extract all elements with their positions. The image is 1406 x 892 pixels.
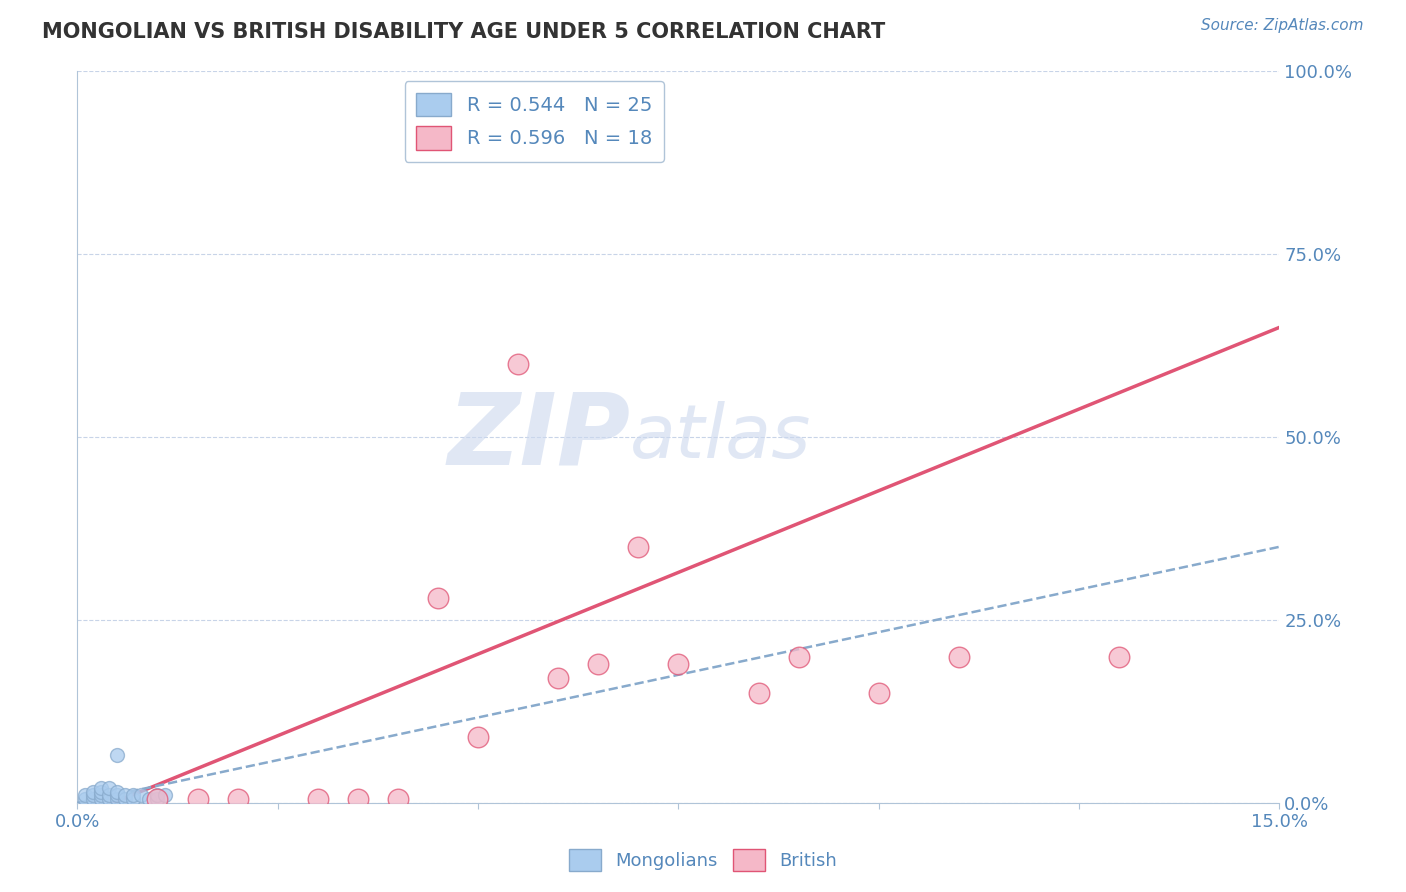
Point <box>82 785 104 799</box>
Point <box>748 686 770 700</box>
Point <box>75 792 97 806</box>
Point <box>547 672 569 686</box>
Point <box>146 789 169 803</box>
Point <box>114 792 136 806</box>
Point <box>90 789 112 803</box>
Point <box>668 657 690 671</box>
Point <box>90 785 112 799</box>
Point <box>226 792 249 806</box>
Point <box>387 792 409 806</box>
Point <box>122 789 145 803</box>
Text: Source: ZipAtlas.com: Source: ZipAtlas.com <box>1201 18 1364 33</box>
Point <box>508 357 530 371</box>
Point <box>107 792 129 806</box>
Point <box>1108 649 1130 664</box>
Point <box>107 789 129 803</box>
Point <box>948 649 970 664</box>
Text: atlas: atlas <box>630 401 811 473</box>
Legend: R = 0.544   N = 25, R = 0.596   N = 18: R = 0.544 N = 25, R = 0.596 N = 18 <box>405 81 664 161</box>
Point <box>155 789 177 803</box>
Point <box>82 789 104 803</box>
Point <box>347 792 370 806</box>
Point <box>98 792 121 806</box>
Point <box>131 789 153 803</box>
Point <box>107 748 129 763</box>
Point <box>467 730 489 744</box>
Point <box>122 792 145 806</box>
Point <box>98 789 121 803</box>
Text: ZIP: ZIP <box>447 389 630 485</box>
Point <box>868 686 890 700</box>
Point <box>787 649 810 664</box>
Point <box>75 789 97 803</box>
Point <box>146 792 169 806</box>
Point <box>90 792 112 806</box>
Text: MONGOLIAN VS BRITISH DISABILITY AGE UNDER 5 CORRELATION CHART: MONGOLIAN VS BRITISH DISABILITY AGE UNDE… <box>42 22 886 42</box>
Point <box>187 792 209 806</box>
Point <box>114 789 136 803</box>
Point <box>82 792 104 806</box>
Point <box>427 591 450 605</box>
Point <box>90 781 112 796</box>
Point <box>307 792 329 806</box>
Point <box>138 792 160 806</box>
Point <box>627 540 650 554</box>
Point <box>98 781 121 796</box>
Legend: Mongolians, British: Mongolians, British <box>561 842 845 879</box>
Point <box>146 792 169 806</box>
Point <box>107 785 129 799</box>
Point <box>588 657 610 671</box>
